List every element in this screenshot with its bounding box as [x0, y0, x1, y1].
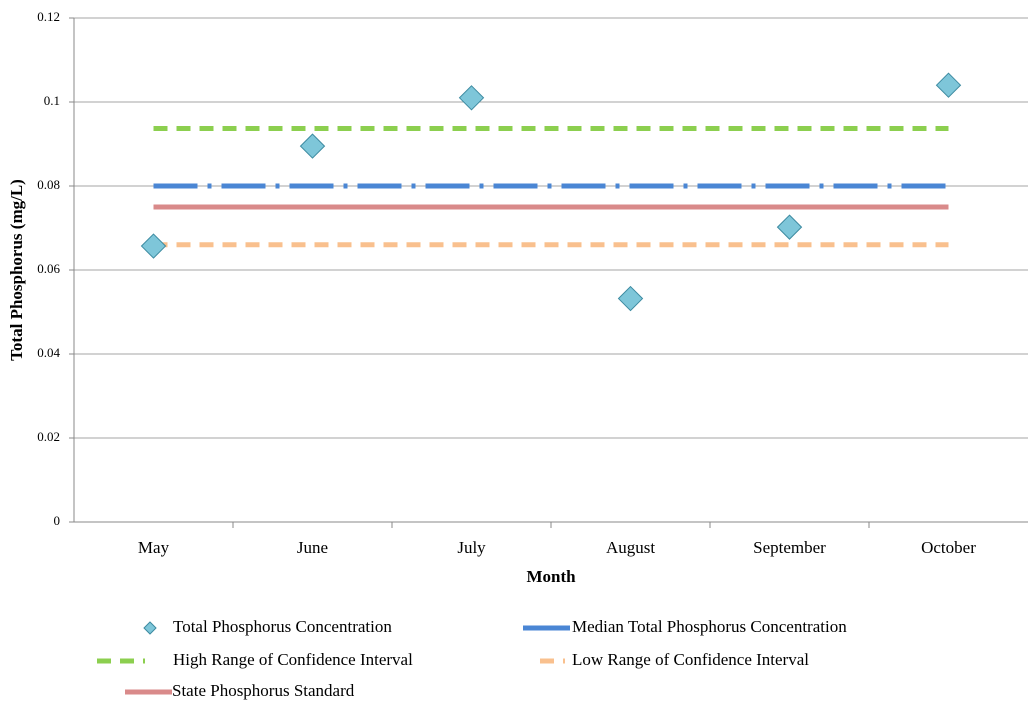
- legend-label: Low Range of Confidence Interval: [572, 650, 809, 669]
- x-tick-label: May: [138, 538, 170, 557]
- data-point: [458, 85, 485, 111]
- data-point: [299, 133, 326, 159]
- y-axis-title: Total Phosphorus (mg/L): [7, 179, 26, 361]
- data-point: [776, 214, 803, 240]
- y-tick-label: 0.04: [37, 345, 60, 360]
- y-tick-label: 0: [54, 513, 61, 528]
- legend-label: Median Total Phosphorus Concentration: [572, 617, 847, 636]
- x-tick-label: July: [457, 538, 486, 557]
- y-tick-label: 0.06: [37, 261, 60, 276]
- legend-label: High Range of Confidence Interval: [173, 650, 413, 669]
- data-point: [935, 72, 962, 98]
- x-tick-label: August: [606, 538, 655, 557]
- x-tick-label: June: [297, 538, 328, 557]
- y-tick-label: 0.08: [37, 177, 60, 192]
- legend-marker: [143, 621, 157, 635]
- data-point: [617, 285, 644, 312]
- x-tick-label: September: [753, 538, 826, 557]
- y-tick-label: 0.02: [37, 429, 60, 444]
- legend-label: Total Phosphorus Concentration: [173, 617, 392, 636]
- y-tick-label: 0.12: [37, 9, 60, 24]
- x-axis-title: Month: [526, 567, 576, 586]
- legend-label: State Phosphorus Standard: [172, 681, 355, 700]
- y-tick-label: 0.1: [44, 93, 60, 108]
- data-point: [140, 233, 167, 259]
- x-tick-label: October: [921, 538, 976, 557]
